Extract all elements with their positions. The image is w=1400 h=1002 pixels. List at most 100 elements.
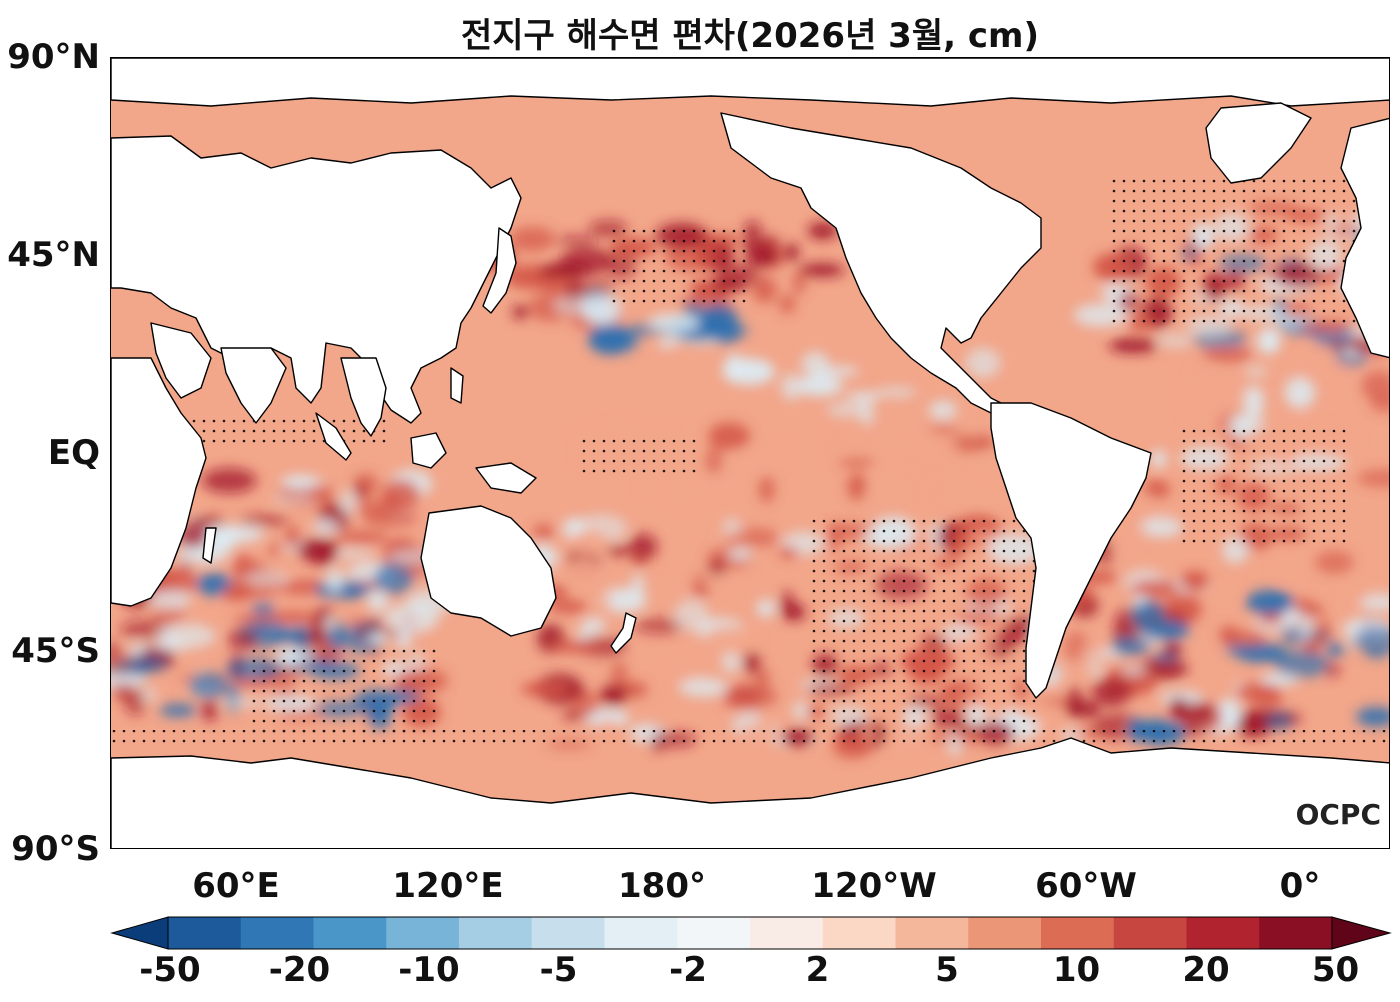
anomaly-blob	[847, 473, 867, 501]
anomaly-blob	[698, 304, 739, 336]
lat-label-90n: 90°N	[7, 37, 100, 77]
anomaly-blob	[367, 632, 389, 645]
stipple-indian-ocean	[191, 418, 391, 448]
land-sea-asia	[340, 357, 387, 437]
anomaly-blob	[1202, 347, 1254, 362]
anomaly-blob	[267, 542, 281, 556]
land-australia	[420, 505, 557, 637]
stipple-south-pacific	[811, 518, 1041, 738]
anomaly-blob	[312, 519, 339, 534]
anomaly-blob	[1369, 575, 1383, 590]
anomaly-blob	[509, 226, 556, 252]
anomaly-blob	[1353, 626, 1389, 656]
anomaly-blob	[610, 661, 628, 690]
sea-level-anomaly-map: OCPC	[111, 58, 1389, 848]
anomaly-blob	[151, 640, 192, 652]
anomaly-blob	[674, 599, 709, 632]
anomaly-blob	[1222, 630, 1268, 647]
anomaly-blob	[641, 482, 661, 491]
anomaly-blob	[861, 485, 908, 501]
land-japan	[482, 227, 517, 314]
anomaly-blob	[801, 351, 830, 376]
anomaly-blob	[1315, 550, 1354, 574]
anomaly-blob	[1246, 589, 1294, 615]
anomaly-blob	[326, 568, 344, 593]
map-panel: OCPC	[110, 57, 1390, 849]
anomaly-blob	[1264, 711, 1293, 731]
anomaly-blob	[335, 530, 389, 544]
anomaly-blob	[521, 681, 571, 697]
anomaly-blob	[533, 524, 554, 540]
colorbar-tick-label: 50	[1311, 950, 1360, 990]
anomaly-blob	[569, 690, 601, 717]
land-madagascar	[202, 527, 217, 564]
colorbar-tick-label: -10	[398, 950, 460, 990]
anomaly-blob	[210, 524, 239, 549]
anomaly-blob	[373, 563, 414, 595]
anomaly-blob	[1327, 367, 1352, 395]
anomaly-blob	[227, 628, 259, 651]
anomaly-blob	[628, 533, 658, 560]
anomaly-blob	[785, 243, 799, 262]
lon-label-120w: 120°W	[811, 866, 937, 906]
anomaly-blob	[708, 422, 751, 451]
colorbar-tick-label: -5	[539, 950, 578, 990]
anomaly-blob	[347, 618, 388, 627]
anomaly-blob	[111, 673, 147, 687]
land-antarctica	[111, 737, 1389, 848]
anomaly-blob	[367, 590, 388, 612]
colorbar-tick-label: 20	[1182, 950, 1230, 990]
land-europe-africa-east	[1340, 117, 1389, 359]
colorbar-tick-label: 10	[1052, 950, 1101, 990]
anomaly-blob	[709, 559, 725, 580]
colorbar-segment	[1041, 917, 1115, 949]
colorbar	[110, 916, 1392, 950]
ocpc-logo: OCPC	[1296, 798, 1381, 831]
anomaly-blob	[756, 668, 769, 688]
anomaly-blob	[1298, 611, 1314, 642]
colorbar-tick-label: -2	[669, 950, 707, 990]
anomaly-blob	[200, 700, 219, 722]
stipple-tropical-pacific	[581, 433, 701, 473]
colorbar-segment	[459, 917, 533, 949]
anomaly-blob	[1131, 600, 1166, 632]
anomaly-blob	[363, 509, 418, 528]
anomaly-blob	[721, 652, 741, 673]
anomaly-blob	[859, 400, 874, 426]
anomaly-blob	[1143, 479, 1170, 500]
anomaly-blob	[244, 571, 289, 586]
anomaly-blob	[758, 706, 778, 728]
colorbar-segment	[1259, 917, 1333, 949]
anomaly-blob	[795, 376, 844, 397]
anomaly-blob	[729, 548, 752, 560]
anomaly-blob	[1151, 652, 1179, 662]
anomaly-blob	[1284, 377, 1316, 409]
anomaly-blob	[1296, 346, 1337, 372]
anomaly-blob	[759, 476, 775, 503]
anomaly-blob	[1190, 364, 1221, 392]
colorbar-extend-min	[110, 916, 169, 950]
anomaly-blob	[233, 613, 276, 625]
anomaly-blob	[381, 479, 420, 510]
anomaly-blob	[1209, 580, 1237, 602]
anomaly-blob	[1245, 365, 1267, 378]
anomaly-blob	[980, 430, 993, 448]
anomaly-blob	[1370, 392, 1389, 413]
anomaly-blob	[292, 624, 309, 648]
land-borneo	[410, 432, 447, 469]
anomaly-blob	[1064, 701, 1101, 718]
anomaly-blob	[512, 305, 529, 319]
colorbar-tick-label: 5	[935, 950, 959, 990]
anomaly-blob	[704, 446, 723, 475]
anomaly-blob	[239, 515, 289, 526]
anomaly-blob	[679, 678, 729, 697]
anomaly-blob	[1356, 706, 1389, 727]
anomaly-blob	[875, 387, 917, 398]
anomaly-blob	[717, 530, 747, 540]
colorbar-segment	[531, 917, 605, 949]
colorbar-segment	[168, 917, 242, 949]
anomaly-blob	[876, 432, 901, 456]
anomaly-blob	[192, 516, 225, 526]
anomaly-blob	[1275, 553, 1301, 585]
anomaly-blob	[201, 468, 257, 494]
